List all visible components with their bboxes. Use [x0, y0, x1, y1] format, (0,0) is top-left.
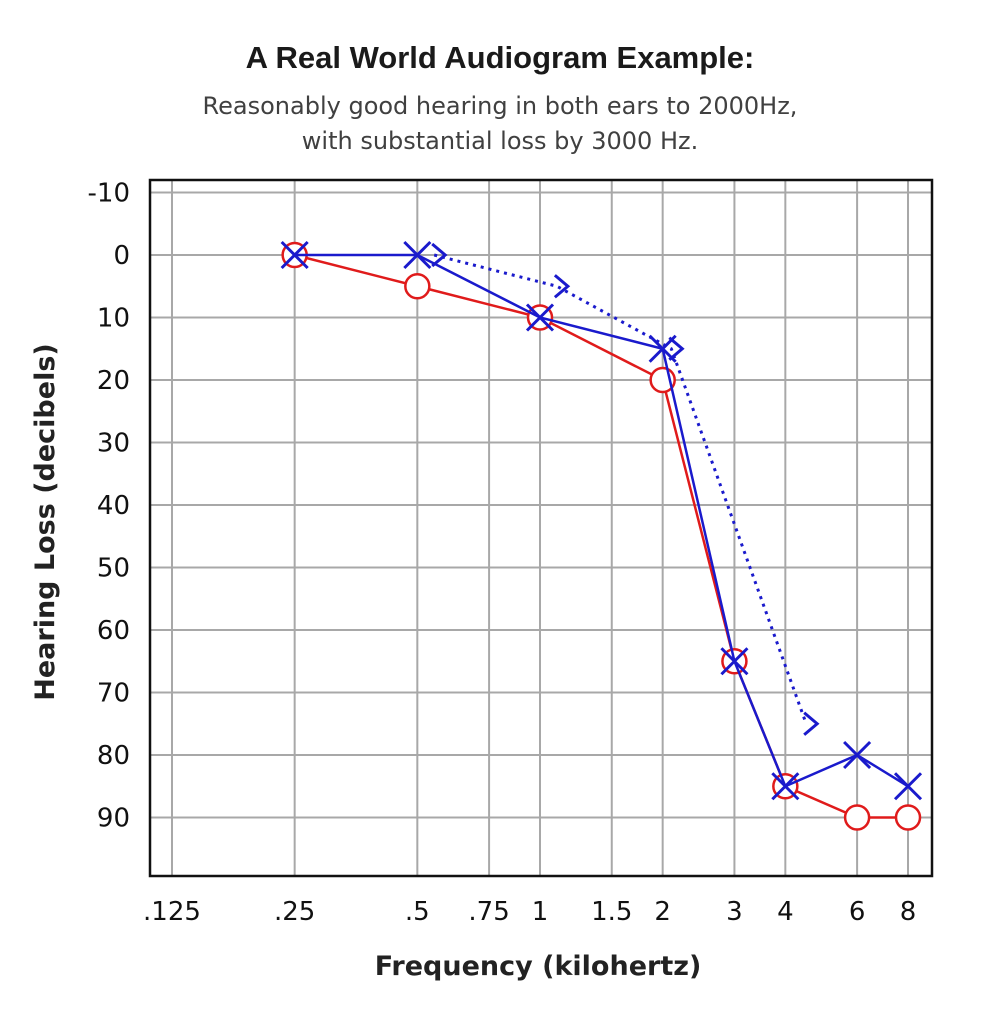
grid-lines	[150, 180, 932, 876]
y-tick-label: 30	[97, 429, 130, 459]
y-tick-label: 60	[97, 616, 130, 646]
x-marker	[403, 240, 432, 270]
bracket-marker	[431, 242, 448, 268]
x-marker	[280, 240, 309, 270]
y-tick-label: 80	[97, 741, 130, 771]
y-axis-label: Hearing Loss (decibels)	[30, 343, 61, 701]
chart-subtitle-line-2: with substantial loss by 3000 Hz.	[301, 127, 699, 155]
bracket-marker	[803, 711, 820, 736]
series-layer	[280, 240, 923, 831]
x-marker	[525, 303, 555, 332]
x-axis-label: Frequency (kilohertz)	[375, 951, 702, 982]
series-1	[281, 241, 922, 831]
x-marker	[893, 772, 923, 801]
y-tick-label: 70	[97, 679, 130, 709]
x-tick-label: .5	[405, 897, 430, 927]
x-tick-label: 1.5	[591, 897, 632, 927]
series-2-line	[294, 253, 909, 788]
bracket-marker	[553, 274, 571, 299]
x-marker	[843, 740, 872, 770]
x-tick-label: .25	[274, 897, 315, 927]
series-3	[431, 242, 820, 736]
x-tick-label: 4	[777, 897, 794, 927]
y-tick-label: 50	[97, 554, 130, 584]
circle-marker	[843, 804, 871, 831]
series-2	[280, 240, 923, 801]
y-tick-label: -10	[88, 179, 130, 209]
series-3-line	[433, 253, 808, 725]
chart-subtitle-line-1: Reasonably good hearing in both ears to …	[202, 92, 798, 120]
x-marker	[771, 772, 800, 801]
x-tick-labels: .125 .25 .5 .75 1 1.5 2 3 4 6 8	[143, 897, 916, 927]
chart-title: A Real World Audiogram Example:	[245, 40, 755, 75]
x-marker	[720, 647, 749, 676]
x-tick-label: 1	[532, 897, 549, 927]
series-1-line	[294, 253, 909, 819]
x-tick-label: 3	[726, 897, 743, 927]
x-tick-label: 8	[900, 897, 917, 927]
y-tick-label: 90	[97, 804, 130, 834]
y-tick-labels: -10 0 10 20 30 40 50 60 70 80 90	[88, 179, 130, 834]
x-tick-label: 2	[654, 897, 671, 927]
x-tick-label: 6	[849, 897, 866, 927]
bracket-marker	[668, 336, 685, 361]
x-tick-label: .125	[143, 897, 201, 927]
circle-marker	[404, 273, 431, 300]
x-tick-label: .75	[468, 897, 509, 927]
circle-marker	[894, 804, 922, 831]
plot-area-border	[148, 178, 934, 878]
y-tick-label: 40	[97, 491, 130, 521]
y-tick-label: 0	[113, 241, 130, 271]
y-tick-label: 10	[97, 304, 130, 334]
y-tick-label: 20	[97, 366, 130, 396]
